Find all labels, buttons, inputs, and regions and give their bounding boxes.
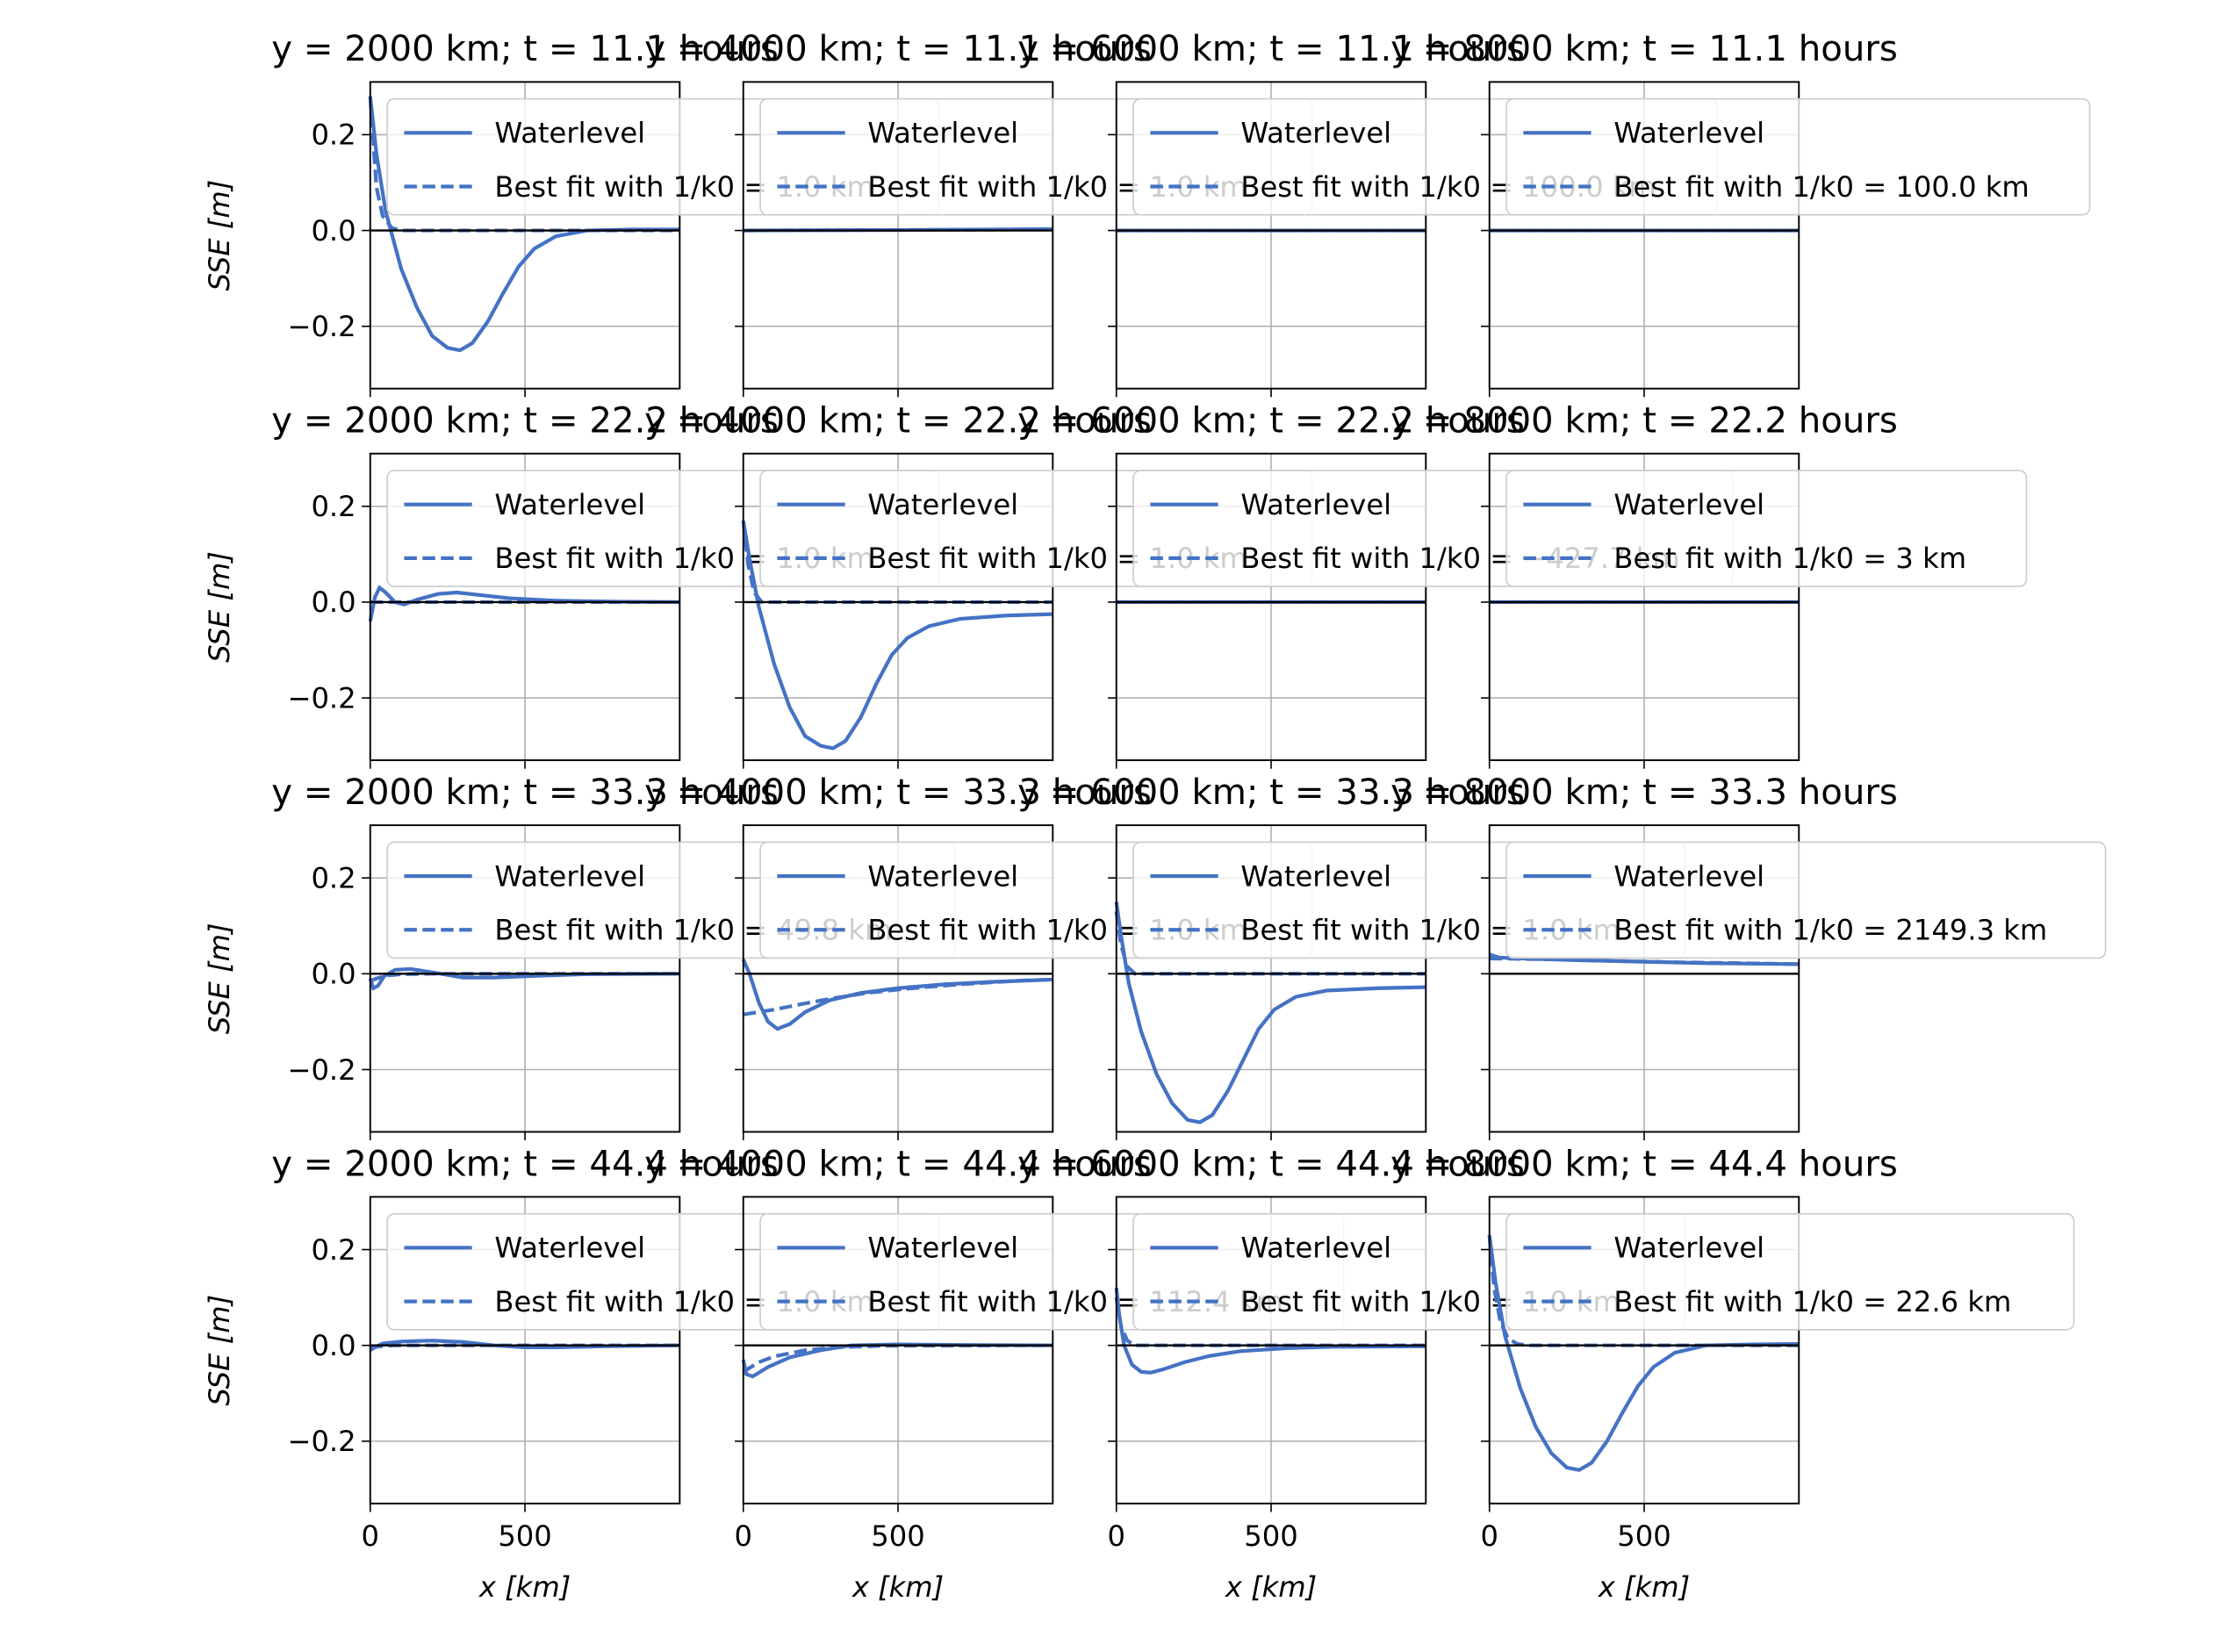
waterlevel-line [368, 96, 680, 353]
legend-label-waterlevel: Waterlevel [1613, 859, 1764, 893]
x-tick-label: 0 [1480, 1519, 1498, 1553]
legend-label-waterlevel: Waterlevel [1613, 1232, 1764, 1265]
panel-title: y = 6000 km; t = 11.1 hours [1017, 29, 1525, 69]
legend-label-waterlevel: Waterlevel [1613, 488, 1764, 521]
y-tick-label: 0.2 [311, 490, 356, 523]
waterlevel-line [368, 966, 680, 991]
panel-title: y = 8000 km; t = 44.4 hours [1390, 1144, 1898, 1184]
panel-title: y = 2000 km; t = 22.2 hours [271, 401, 779, 442]
panel-title: y = 6000 km; t = 33.3 hours [1017, 772, 1525, 813]
y-tick-label: 0.0 [311, 214, 356, 248]
x-axis-label: x [km] [1225, 1570, 1317, 1604]
panel-title: y = 2000 km; t = 44.4 hours [271, 1144, 779, 1184]
panel-5: −0.2 0.0 0.2 SSE [m] y = 2000 km; t = 22.2 h… [203, 401, 940, 769]
legend-label-waterlevel: Waterlevel [867, 859, 1018, 893]
legend-label-fit: Best fit with 1/k0 = 2149.3 km [1613, 914, 2047, 947]
panel-4: y = 8000 km; t = 11.1 hours Waterlevel Bes… [1390, 29, 2091, 398]
legend-label-fit: Best fit with 1/k0 = 22.6 km [1613, 1285, 2011, 1318]
legend-label-waterlevel: Waterlevel [494, 117, 645, 150]
waterlevel-line [1487, 1234, 1800, 1472]
panel-title: y = 2000 km; t = 11.1 hours [271, 29, 779, 69]
fit-line [742, 1343, 1053, 1374]
waterlevel-line [1489, 952, 1800, 966]
y-tick-label: 0.2 [311, 861, 356, 894]
x-axis-label: x [km] [851, 1570, 944, 1604]
panel-title: y = 4000 km; t = 44.4 hours [644, 1144, 1152, 1184]
legend-label-fit: Best fit with 1/k0 = 3 km [1613, 542, 1966, 575]
panel-title: y = 4000 km; t = 22.2 hours [644, 401, 1152, 442]
y-tick-label: 0.0 [311, 1329, 356, 1362]
legend-label-waterlevel: Waterlevel [1240, 859, 1391, 893]
panel-title: y = 4000 km; t = 33.3 hours [644, 772, 1152, 813]
y-tick-label: −0.2 [287, 310, 356, 343]
legend-frame [1505, 1213, 2075, 1331]
y-tick-label: 0.0 [311, 585, 356, 619]
legend: Waterlevel Best fit with 1/k0 = 2149.3 km [1505, 841, 2107, 959]
panel-title: y = 6000 km; t = 44.4 hours [1017, 1144, 1525, 1184]
legend-label-waterlevel: Waterlevel [1240, 1232, 1391, 1265]
panel-8: y = 8000 km; t = 22.2 hours Waterlevel Bes… [1390, 401, 2028, 769]
legend-label-waterlevel: Waterlevel [494, 859, 645, 893]
panel-title: y = 8000 km; t = 22.2 hours [1390, 401, 1898, 442]
y-tick-label: 0.0 [311, 958, 356, 991]
y-axis-label: SSE [m] [203, 180, 236, 291]
legend-frame [1505, 841, 2107, 959]
y-axis-label: SSE [m] [203, 1295, 236, 1406]
y-axis-label: SSE [m] [203, 551, 236, 663]
legend-label-waterlevel: Waterlevel [867, 117, 1018, 150]
y-tick-label: 0.2 [311, 1233, 356, 1267]
waterlevel-line [1114, 901, 1426, 1124]
x-tick-label: 500 [498, 1519, 551, 1553]
legend: Waterlevel Best fit with 1/k0 = 22.6 km [1505, 1213, 2075, 1331]
legend-label-waterlevel: Waterlevel [867, 1232, 1018, 1265]
legend-label-fit: Best fit with 1/k0 = 100.0 km [1613, 170, 2029, 204]
legend-label-waterlevel: Waterlevel [867, 488, 1018, 521]
y-axis-label: SSE [m] [203, 923, 236, 1034]
panel-14: 0 500 x [km] y = 4000 km; t = 44.4 hours Wat… [644, 1144, 1345, 1604]
panel-title: y = 6000 km; t = 22.2 hours [1017, 401, 1525, 442]
x-tick-label: 500 [1244, 1519, 1297, 1553]
legend-label-waterlevel: Waterlevel [1240, 488, 1391, 521]
x-tick-label: 0 [362, 1519, 379, 1553]
panel-13: −0.2 0.0 0.2 0 500 SSE [m] x [km] y = 2000 km; … [203, 1144, 940, 1604]
legend-frame [1505, 97, 2091, 216]
y-tick-label: −0.2 [287, 1425, 356, 1458]
panel-title: y = 2000 km; t = 33.3 hours [271, 772, 779, 813]
x-tick-label: 0 [1107, 1519, 1124, 1553]
legend-label-waterlevel: Waterlevel [1240, 117, 1391, 150]
y-tick-label: −0.2 [287, 681, 356, 715]
waterlevel-line [368, 585, 680, 622]
waterlevel-line [741, 959, 1053, 1031]
legend-frame [1505, 470, 2028, 587]
legend-label-waterlevel: Waterlevel [1613, 117, 1764, 150]
panel-15: 0 500 x [km] y = 6000 km; t = 44.4 hours Wat… [1017, 1144, 1686, 1604]
panel-title: y = 8000 km; t = 11.1 hours [1390, 29, 1898, 69]
x-axis-label: x [km] [1598, 1570, 1690, 1604]
panel-12: y = 8000 km; t = 33.3 hours Waterlevel Bes… [1390, 772, 2107, 1141]
x-axis-label: x [km] [478, 1570, 571, 1604]
panel-16: 0 500 x [km] y = 8000 km; t = 44.4 hours Wat… [1390, 1144, 2075, 1604]
waterlevel-line [741, 520, 1053, 751]
legend-label-waterlevel: Waterlevel [494, 1232, 645, 1265]
x-tick-label: 0 [735, 1519, 752, 1553]
x-tick-label: 500 [1617, 1519, 1671, 1553]
y-tick-label: 0.2 [311, 119, 356, 152]
panel-title: y = 4000 km; t = 11.1 hours [644, 29, 1152, 69]
legend: Waterlevel Best fit with 1/k0 = 3 km [1505, 470, 2028, 587]
panel-title: y = 8000 km; t = 33.3 hours [1390, 772, 1898, 813]
x-tick-label: 500 [871, 1519, 924, 1553]
legend-label-waterlevel: Waterlevel [494, 488, 645, 521]
y-tick-label: −0.2 [287, 1053, 356, 1087]
legend: Waterlevel Best fit with 1/k0 = 100.0 km [1505, 97, 2091, 216]
